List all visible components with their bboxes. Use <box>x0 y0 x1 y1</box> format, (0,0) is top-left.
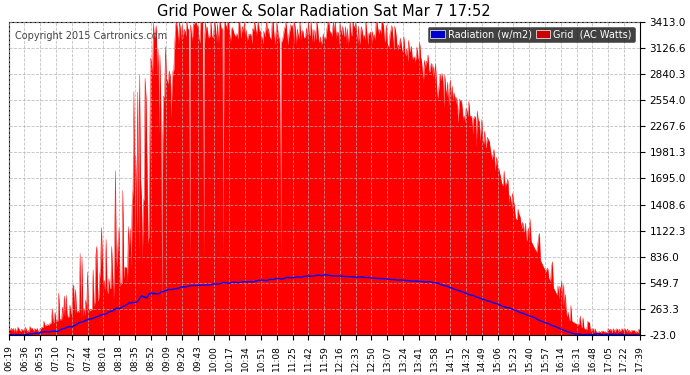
Text: Copyright 2015 Cartronics.com: Copyright 2015 Cartronics.com <box>15 31 167 41</box>
Legend: Radiation (w/m2), Grid  (AC Watts): Radiation (w/m2), Grid (AC Watts) <box>428 27 635 42</box>
Title: Grid Power & Solar Radiation Sat Mar 7 17:52: Grid Power & Solar Radiation Sat Mar 7 1… <box>157 4 491 19</box>
